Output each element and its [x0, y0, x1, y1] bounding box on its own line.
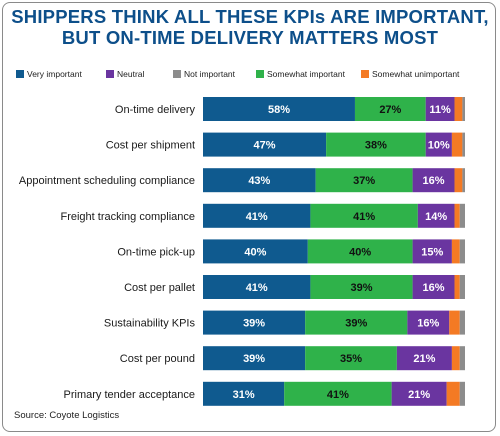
bar-segment-freight-tracking-compliance-very-important	[203, 203, 311, 228]
bar-segment-appointment-scheduling-compliance-somewhat-important	[315, 168, 413, 193]
bar-segment-on-time-delivery-somewhat-important	[354, 97, 426, 121]
bar-segment-on-time-pick-up-not-important	[459, 239, 465, 264]
bar-segment-freight-tracking-compliance-somewhat-important	[310, 203, 418, 228]
bar-segment-freight-tracking-compliance-not-important	[459, 203, 465, 228]
category-label-on-time-delivery: On-time delivery	[115, 104, 196, 116]
data-label-on-time-delivery-very-important: 58%	[268, 104, 290, 116]
legend-swatch-neutral	[106, 70, 114, 78]
data-label-cost-per-pound-somewhat-important: 35%	[340, 353, 362, 365]
bar-segment-cost-per-pallet-somewhat-important	[310, 275, 413, 299]
bar-segment-primary-tender-acceptance-somewhat-unimportant	[446, 381, 460, 406]
data-label-cost-per-pound-neutral: 21%	[413, 353, 435, 365]
chart-title-line-1: SHIPPERS THINK ALL THESE KPIs ARE IMPORT…	[11, 6, 489, 27]
bar-segment-on-time-delivery-somewhat-unimportant	[454, 97, 463, 121]
bar-segment-primary-tender-acceptance-neutral	[391, 381, 447, 406]
bar-segment-sustainability-kpis-not-important	[459, 310, 465, 335]
legend-label-somewhat-unimportant: Somewhat unimportant	[372, 69, 460, 79]
data-label-on-time-delivery-neutral: 11%	[429, 104, 451, 116]
data-label-on-time-pick-up-very-important: 40%	[244, 246, 266, 258]
category-label-cost-per-pallet: Cost per pallet	[124, 282, 195, 294]
category-label-cost-per-pound: Cost per pound	[120, 353, 195, 365]
bar-segment-primary-tender-acceptance-somewhat-important	[284, 381, 392, 406]
bar-segment-primary-tender-acceptance-very-important	[203, 381, 285, 406]
bar-segment-sustainability-kpis-somewhat-important	[305, 310, 408, 335]
bar-segment-cost-per-shipment-very-important	[203, 132, 327, 157]
bar-segment-cost-per-shipment-neutral	[425, 132, 452, 157]
data-label-primary-tender-acceptance-neutral: 21%	[408, 389, 430, 401]
legend-swatch-somewhat-unimportant	[361, 70, 369, 78]
bar-segment-cost-per-pallet-somewhat-unimportant	[454, 275, 460, 299]
legend: Very important Neutral Not important Som…	[16, 67, 496, 81]
bar-segment-cost-per-pallet-not-important	[459, 275, 465, 299]
bar-segment-sustainability-kpis-very-important	[203, 310, 306, 335]
data-label-freight-tracking-compliance-neutral: 14%	[425, 211, 447, 223]
data-label-freight-tracking-compliance-somewhat-important: 41%	[353, 211, 375, 223]
category-label-freight-tracking-compliance: Freight tracking compliance	[60, 211, 195, 223]
bar-segment-primary-tender-acceptance-not-important	[459, 381, 465, 406]
legend-swatch-not-important	[173, 70, 181, 78]
bar-segment-sustainability-kpis-neutral	[407, 310, 450, 335]
bar-segment-on-time-delivery-neutral	[425, 97, 455, 121]
category-label-sustainability-kpis: Sustainability KPIs	[104, 318, 196, 330]
category-label-cost-per-shipment: Cost per shipment	[106, 140, 195, 152]
bar-segment-on-time-pick-up-neutral	[412, 239, 452, 264]
data-label-appointment-scheduling-compliance-somewhat-important: 37%	[353, 175, 375, 187]
data-label-primary-tender-acceptance-somewhat-important: 41%	[327, 389, 349, 401]
bar-segment-cost-per-pound-not-important	[459, 346, 465, 371]
category-label-primary-tender-acceptance: Primary tender acceptance	[64, 389, 195, 401]
data-label-cost-per-shipment-very-important: 47%	[254, 140, 276, 152]
data-label-on-time-pick-up-somewhat-important: 40%	[349, 246, 371, 258]
bar-segment-on-time-pick-up-very-important	[203, 239, 308, 264]
bar-segment-on-time-delivery-not-important	[462, 97, 465, 121]
bar-segment-appointment-scheduling-compliance-very-important	[203, 168, 316, 193]
category-label-on-time-pick-up: On-time pick-up	[117, 246, 195, 258]
data-label-cost-per-pallet-very-important: 41%	[246, 282, 268, 294]
legend-label-somewhat-important: Somewhat important	[267, 69, 345, 79]
bar-segment-freight-tracking-compliance-somewhat-unimportant	[454, 203, 460, 228]
data-label-cost-per-shipment-neutral: 10%	[428, 140, 450, 152]
chart-title-line-2: BUT ON-TIME DELIVERY MATTERS MOST	[61, 27, 439, 48]
data-label-sustainability-kpis-very-important: 39%	[243, 318, 265, 330]
data-label-freight-tracking-compliance-very-important: 41%	[246, 211, 268, 223]
bar-segment-on-time-delivery-very-important	[203, 97, 355, 121]
data-label-cost-per-pallet-neutral: 16%	[423, 282, 445, 294]
data-label-appointment-scheduling-compliance-very-important: 43%	[248, 175, 270, 187]
bar-segment-cost-per-pallet-very-important	[203, 275, 311, 299]
data-label-cost-per-shipment-somewhat-important: 38%	[365, 140, 387, 152]
bar-segment-appointment-scheduling-compliance-neutral	[412, 168, 455, 193]
bar-segment-cost-per-shipment-somewhat-important	[326, 132, 426, 157]
bar-segment-cost-per-shipment-not-important	[462, 132, 465, 157]
data-label-cost-per-pound-very-important: 39%	[243, 353, 265, 365]
data-label-on-time-delivery-somewhat-important: 27%	[379, 104, 401, 116]
bar-segment-cost-per-pound-neutral	[396, 346, 452, 371]
legend-label-not-important: Not important	[184, 69, 236, 79]
bar-segment-cost-per-shipment-somewhat-unimportant	[451, 132, 463, 157]
legend-swatch-somewhat-important	[256, 70, 264, 78]
bar-segment-on-time-pick-up-somewhat-important	[307, 239, 413, 264]
data-label-sustainability-kpis-somewhat-important: 39%	[345, 318, 367, 330]
bar-segment-freight-tracking-compliance-neutral	[417, 203, 455, 228]
category-label-appointment-scheduling-compliance: Appointment scheduling compliance	[19, 175, 195, 187]
bar-segment-appointment-scheduling-compliance-somewhat-unimportant	[454, 168, 463, 193]
data-label-cost-per-pallet-somewhat-important: 39%	[350, 282, 372, 294]
data-label-primary-tender-acceptance-very-important: 31%	[233, 389, 255, 401]
bar-segment-appointment-scheduling-compliance-not-important	[462, 168, 465, 193]
source-note: Source: Coyote Logistics	[14, 410, 120, 421]
data-label-appointment-scheduling-compliance-neutral: 16%	[423, 175, 445, 187]
bar-segment-cost-per-pallet-neutral	[412, 275, 455, 299]
legend-label-neutral: Neutral	[117, 69, 145, 79]
bar-segment-sustainability-kpis-somewhat-unimportant	[449, 310, 460, 335]
bar-segment-cost-per-pound-somewhat-important	[305, 346, 397, 371]
bar-segment-cost-per-pound-very-important	[203, 346, 306, 371]
data-label-sustainability-kpis-neutral: 16%	[417, 318, 439, 330]
legend-swatch-very-important	[16, 70, 24, 78]
data-label-on-time-pick-up-neutral: 15%	[421, 246, 443, 258]
bar-segment-on-time-pick-up-somewhat-unimportant	[451, 239, 460, 264]
bar-segment-cost-per-pound-somewhat-unimportant	[451, 346, 460, 371]
legend-label-very-important: Very important	[27, 69, 82, 79]
